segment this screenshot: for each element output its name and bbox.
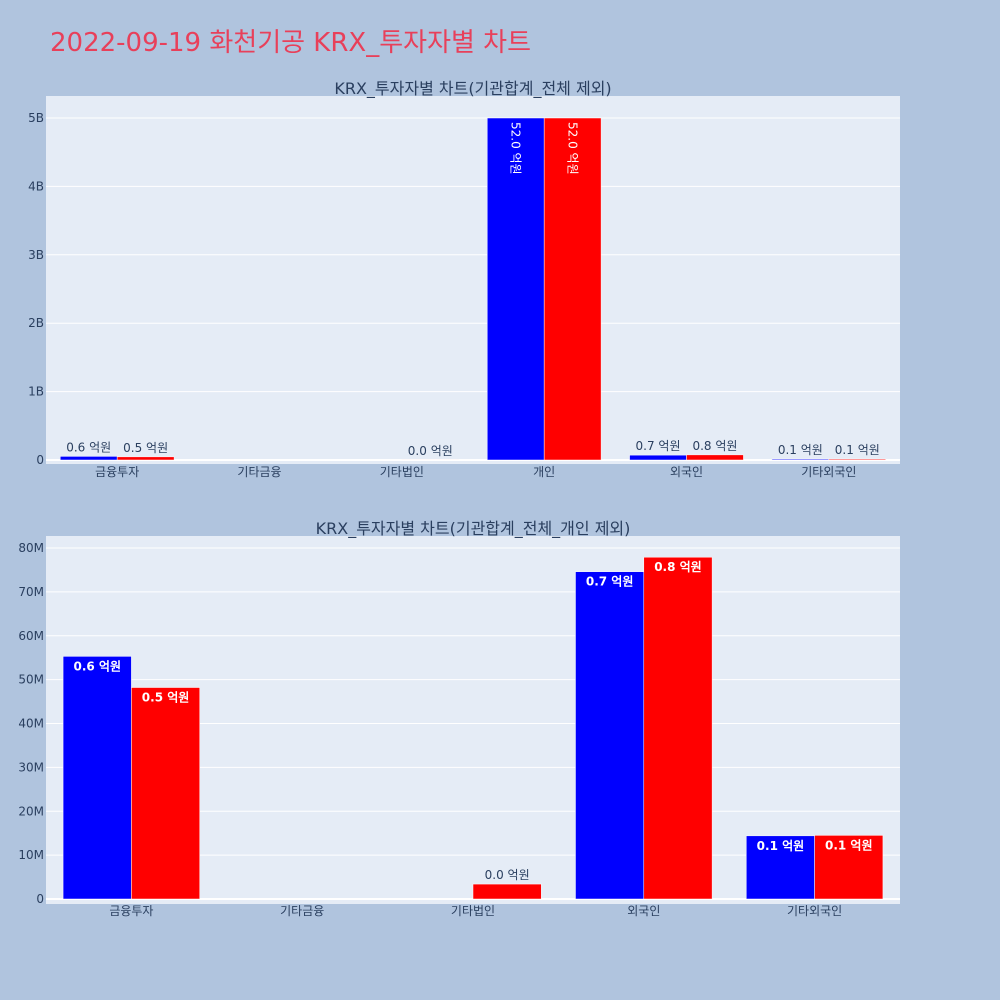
- chart1-x-tick-label: 개인: [533, 465, 555, 479]
- chart1-y-tick-label: 4B: [28, 179, 44, 193]
- chart2-bar: [575, 571, 645, 900]
- chart2-x-tick-label: 금융투자: [109, 904, 153, 918]
- chart1-bar: [771, 458, 830, 461]
- chart1-bar: [629, 454, 687, 461]
- chart2-bar: [62, 656, 132, 900]
- chart2-data-label: 0.1 억원: [757, 839, 805, 853]
- chart1-x-tick-label: 외국인: [670, 465, 703, 479]
- chart2-y-tick-label: 20M: [18, 804, 44, 818]
- chart1-y-tick-label: 0: [36, 453, 44, 467]
- chart2-y-tick-label: 10M: [18, 848, 44, 862]
- chart1-bar: [828, 458, 887, 461]
- chart2-data-label: 0.5 억원: [142, 691, 190, 705]
- chart1-y-tick-label: 3B: [28, 248, 44, 262]
- chart2-data-label: 0.6 억원: [73, 659, 121, 673]
- chart2-x-tick-label: 기타금융: [280, 904, 324, 918]
- chart1-x-tick-label: 금융투자: [95, 465, 139, 479]
- chart2-data-label: 0.1 억원: [825, 838, 873, 852]
- chart2-data-label: 0.0 억원: [485, 868, 530, 882]
- chart1-plot-area: [46, 96, 900, 464]
- chart1-data-label: 0.1 억원: [835, 443, 880, 457]
- chart1-bar: [543, 117, 602, 461]
- chart1-data-label: 0.5 억원: [123, 441, 168, 455]
- chart1-x-tick-label: 기타금융: [237, 465, 281, 479]
- chart2-y-tick-label: 0: [36, 892, 44, 906]
- chart2-bar: [472, 883, 542, 900]
- chart2-y-tick-label: 40M: [18, 717, 44, 731]
- chart1-bar: [59, 456, 118, 461]
- chart1-data-label: 0.1 억원: [778, 443, 823, 457]
- page-title: 2022-09-19 화천기공 KRX_투자자별 차트: [50, 28, 532, 58]
- chart1-x-tick-label: 기타외국인: [801, 465, 856, 479]
- chart2-y-tick-label: 60M: [18, 629, 44, 643]
- chart2-y-tick-label: 80M: [18, 541, 44, 555]
- chart1-bar: [116, 456, 175, 461]
- chart1-y-tick-label: 2B: [28, 316, 44, 330]
- chart2-x-tick-label: 기타외국인: [787, 904, 842, 918]
- chart1-bar: [686, 454, 744, 461]
- chart2-bar: [814, 835, 884, 900]
- chart2-bar: [131, 687, 200, 900]
- chart2-y-tick-label: 70M: [18, 585, 44, 599]
- chart1-data-label: 52.0 억원: [509, 122, 523, 175]
- chart2-x-tick-label: 기타법인: [451, 904, 495, 918]
- chart1-data-label: 0.0 억원: [408, 444, 453, 458]
- chart1-data-label: 0.7 억원: [636, 439, 681, 453]
- chart1-data-label: 0.6 억원: [66, 440, 111, 454]
- chart2-data-label: 0.8 억원: [654, 560, 702, 574]
- chart1-data-label: 0.8 억원: [692, 439, 737, 453]
- chart1-data-label: 52.0 억원: [566, 122, 580, 175]
- chart1-x-tick-label: 기타법인: [380, 465, 424, 479]
- chart1-title: KRX_투자자별 차트(기관합계_전체 제외): [334, 79, 611, 99]
- chart2-x-tick-label: 외국인: [627, 904, 660, 918]
- chart2-bar: [643, 556, 713, 900]
- chart2-y-tick-label: 50M: [18, 673, 44, 687]
- chart2-title: KRX_투자자별 차트(기관합계_전체_개인 제외): [316, 519, 631, 539]
- chart1-y-tick-label: 1B: [28, 385, 44, 399]
- chart2-data-label: 0.7 억원: [586, 575, 634, 589]
- chart1-y-tick-label: 5B: [28, 111, 44, 125]
- chart2-bar: [746, 835, 815, 900]
- chart2-y-tick-label: 30M: [18, 760, 44, 774]
